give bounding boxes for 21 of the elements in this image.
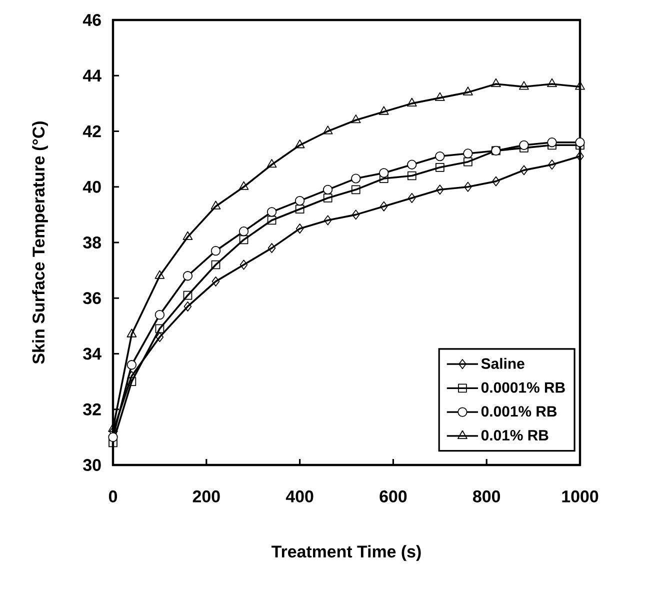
x-tick-label: 800: [473, 490, 500, 502]
y-tick-label: 32: [83, 403, 101, 416]
x-tick-label: 200: [192, 490, 220, 502]
y-tick-label: 34: [83, 348, 102, 360]
legend-label: 0.0001% RB: [481, 382, 565, 393]
y-tick-label: 30: [83, 458, 101, 472]
x-tick-label: 400: [286, 490, 314, 502]
legend-label: 0.001% RB: [481, 406, 557, 417]
x-axis-title: Treatment Time (s): [272, 545, 421, 561]
y-tick-label: 44: [82, 70, 102, 82]
y-tick-label: 38: [83, 236, 101, 249]
x-tick-label: 1000: [562, 490, 598, 502]
legend-label: 0.01% RB: [481, 430, 548, 441]
y-tick-label: 36: [83, 292, 101, 304]
y-tick-label: 46: [82, 14, 101, 26]
x-tick-label: 600: [380, 490, 407, 502]
y-axis-title: Skin Surface Temperature (°C): [32, 122, 48, 364]
x-tick-label: 0: [108, 490, 118, 502]
y-tick-label: 42: [82, 125, 101, 138]
legend-label: Saline: [481, 358, 524, 369]
y-tick-label: 40: [82, 180, 101, 193]
